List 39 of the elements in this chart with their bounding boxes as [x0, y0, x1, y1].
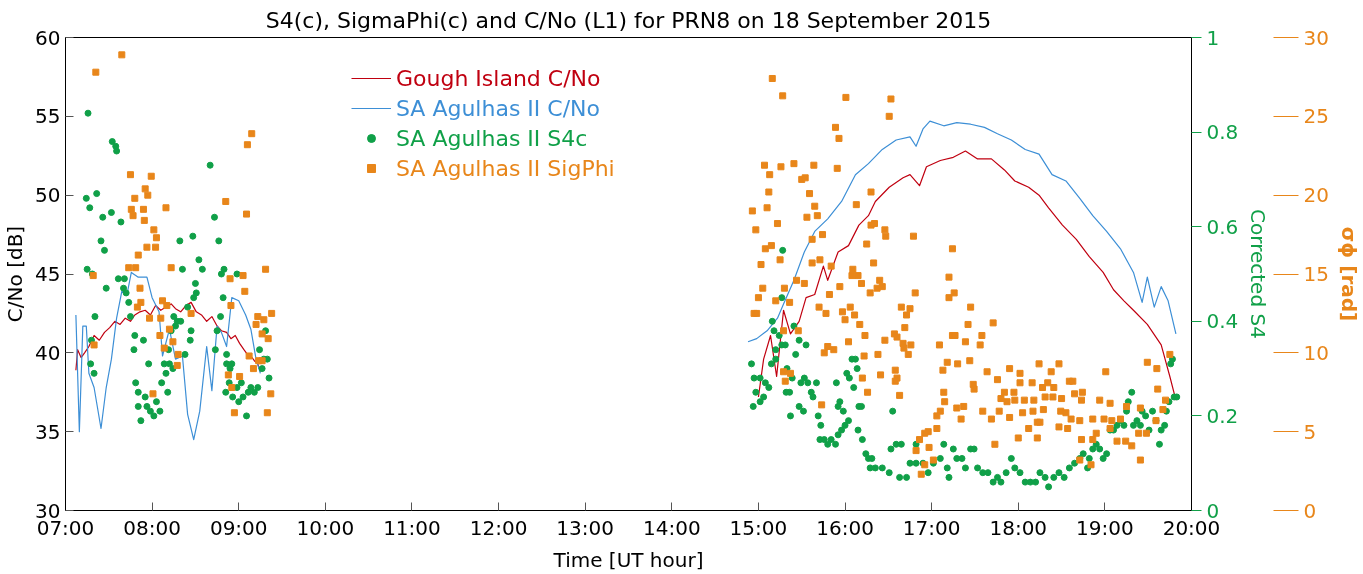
y3-tick-label: 10: [1303, 340, 1329, 365]
y-axis-title: C/No [dB]: [3, 225, 28, 323]
x-tick-label: 13:00: [556, 515, 615, 540]
legend-label: SA Agulhas II SigPhi: [396, 155, 615, 181]
x-tick-label: 15:00: [729, 515, 788, 540]
y2-tick-label: 0.2: [1206, 403, 1239, 428]
y2-tick-label: 0.6: [1206, 214, 1239, 239]
x-tick-label: 10:00: [296, 515, 355, 540]
x-tick-label: 19:00: [1076, 515, 1134, 540]
x-tick-label: 17:00: [902, 515, 961, 540]
y3-axis-title: σϕ [rad]: [1336, 226, 1361, 322]
y2-tick-label: 0.8: [1206, 120, 1239, 145]
x-tick-label: 08:00: [123, 515, 181, 540]
y3-tick-label: 15: [1303, 262, 1329, 286]
y3-tick-label: 5: [1303, 419, 1317, 444]
y2-tick-label: 0.4: [1206, 309, 1239, 334]
legend-label: SA Agulhas II C/No: [396, 95, 601, 121]
y3-tick-label: 20: [1303, 183, 1329, 208]
y3-tick-label: 0: [1303, 498, 1317, 523]
y-tick-label: 55: [35, 104, 61, 129]
y2-axis-title: Corrected S4: [1246, 209, 1271, 339]
x-tick-label: 14:00: [642, 515, 701, 540]
y-tick-label: 35: [35, 419, 61, 444]
x-tick-label: 09:00: [209, 515, 268, 540]
y-tick-label: 45: [35, 262, 61, 286]
chart-title: S4(c), SigmaPhi(c) and C/No (L1) for PRN8 on 18 September 2015: [265, 7, 992, 33]
y3-tick-label: 25: [1303, 104, 1329, 129]
y-tick-label: 50: [35, 183, 61, 208]
x-tick-label: 12:00: [469, 515, 528, 540]
x-tick-label: 16:00: [816, 515, 874, 540]
y3-tick-label: 30: [1303, 25, 1329, 50]
legend-label: Gough Island C/No: [396, 65, 601, 91]
x-axis-title: Time [UT hour]: [552, 547, 704, 572]
y-tick-label: 60: [35, 25, 61, 50]
x-tick-label: 11:00: [383, 515, 441, 540]
x-tick-label: 18:00: [989, 515, 1048, 540]
y-tick-label: 40: [35, 340, 61, 365]
legend-label: SA Agulhas II S4c: [396, 125, 588, 151]
y2-tick-label: 1: [1206, 25, 1220, 50]
